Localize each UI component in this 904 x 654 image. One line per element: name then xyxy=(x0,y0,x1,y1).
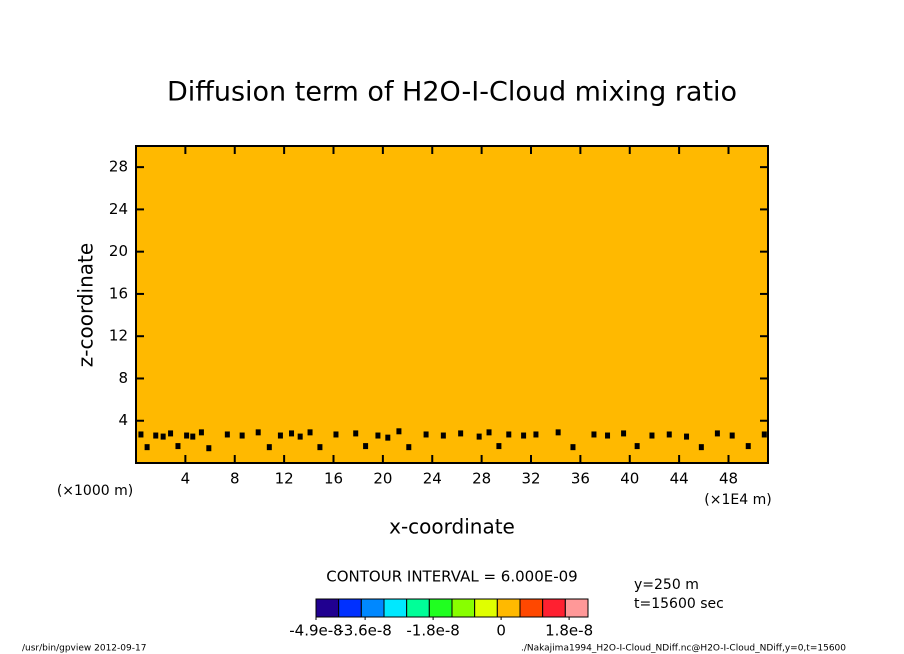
colorbar-tick-label: -1.8e-8 xyxy=(406,622,459,640)
colorbar-box xyxy=(428,598,453,618)
contour-mark xyxy=(255,429,261,436)
x-tick-label: 24 xyxy=(423,470,442,488)
contour-mark xyxy=(224,431,230,438)
contour-mark xyxy=(396,428,402,435)
y-tick-label: 24 xyxy=(109,200,128,218)
contour-mark xyxy=(198,429,204,436)
contour-mark xyxy=(297,433,303,440)
contour-mark xyxy=(458,430,464,437)
colorbar-box xyxy=(474,598,498,618)
contour-mark xyxy=(385,434,391,441)
contour-mark xyxy=(317,444,323,451)
x-tick-label: 44 xyxy=(670,470,689,488)
contour-mark xyxy=(521,432,527,439)
plot-frame xyxy=(135,145,769,464)
contour-mark xyxy=(555,429,561,436)
contour-mark xyxy=(570,444,576,451)
contour-mark xyxy=(333,431,339,438)
contour-interval: CONTOUR INTERVAL = 6.000E-09 xyxy=(326,568,577,586)
footer-left: /usr/bin/gpview 2012-09-17 xyxy=(22,644,146,654)
contour-mark xyxy=(153,432,159,439)
y-tick-label: 28 xyxy=(109,158,128,176)
colorbar-tick-label: -3.6e-8 xyxy=(338,622,391,640)
colorbar-tick-label: 0 xyxy=(496,622,506,640)
footer-right: ./Nakajima1994_H2O-I-Cloud_NDiff.nc@H2O-… xyxy=(521,644,846,654)
x-tick-label: 36 xyxy=(571,470,590,488)
contour-mark xyxy=(184,432,190,439)
contour-mark xyxy=(496,443,502,450)
contour-mark xyxy=(621,430,627,437)
x-axis-label: x-coordinate xyxy=(389,515,515,539)
colorbar-box xyxy=(496,598,521,618)
colorbar-box xyxy=(360,598,385,618)
contour-mark xyxy=(684,433,690,440)
contour-mark xyxy=(591,431,597,438)
colorbar-box xyxy=(542,598,566,618)
contour-mark xyxy=(423,431,429,438)
contour-mark xyxy=(375,432,381,439)
contour-mark xyxy=(476,433,482,440)
contour-mark xyxy=(605,432,611,439)
x-tick-label: 4 xyxy=(181,470,191,488)
contour-mark xyxy=(363,443,369,450)
contour-mark xyxy=(168,430,174,437)
y-tick-label: 20 xyxy=(109,242,128,260)
contour-mark xyxy=(144,444,150,451)
contour-mark xyxy=(175,443,181,450)
contour-mark xyxy=(406,444,412,451)
x-tick-label: 32 xyxy=(521,470,540,488)
contour-mark xyxy=(533,431,539,438)
x-tick-label: 48 xyxy=(719,470,738,488)
colorbar-box xyxy=(406,598,430,618)
x-tick-label: 28 xyxy=(472,470,491,488)
contour-mark xyxy=(239,432,245,439)
colorbar-box xyxy=(564,598,589,618)
contour-mark xyxy=(714,430,720,437)
colorbar-box xyxy=(519,598,544,618)
annotation: t=15600 sec xyxy=(634,596,724,612)
y-tick-label: 16 xyxy=(109,284,128,302)
y-tick-label: 8 xyxy=(118,369,128,387)
contour-mark xyxy=(440,432,446,439)
contour-mark xyxy=(160,433,166,440)
contour-mark xyxy=(698,444,704,451)
contour-mark xyxy=(307,429,313,436)
contour-mark xyxy=(190,433,196,440)
contour-mark xyxy=(353,430,359,437)
colorbar-tick-label: -4.9e-8 xyxy=(289,622,342,640)
contour-mark xyxy=(277,432,283,439)
contour-mark xyxy=(729,432,735,439)
annotation: y=250 m xyxy=(634,577,699,593)
colorbar-box xyxy=(383,598,408,618)
contour-mark xyxy=(206,445,212,452)
field xyxy=(136,146,768,463)
contour-mark xyxy=(761,431,767,438)
contour-mark xyxy=(289,430,295,437)
colorbar-box xyxy=(315,598,340,618)
colorbar-box xyxy=(338,598,362,618)
y-tick-label: 12 xyxy=(109,327,128,345)
contour-mark xyxy=(666,431,672,438)
contour-mark xyxy=(649,432,655,439)
contour-mark xyxy=(745,443,751,450)
contour-mark xyxy=(266,444,272,451)
x-tick-label: 20 xyxy=(373,470,392,488)
y-unit: (×1000 m) xyxy=(57,483,133,499)
x-unit: (×1E4 m) xyxy=(704,492,771,508)
chart-title: Diffusion term of H2O-I-Cloud mixing rat… xyxy=(167,77,737,108)
y-axis-label: z-coordinate xyxy=(74,243,98,367)
x-tick-label: 12 xyxy=(275,470,294,488)
y-tick-label: 4 xyxy=(118,411,128,429)
contour-mark xyxy=(138,431,144,438)
contour-mark xyxy=(486,429,492,436)
x-tick-label: 8 xyxy=(230,470,240,488)
contour-mark xyxy=(634,443,640,450)
contour-mark xyxy=(506,431,512,438)
x-tick-label: 40 xyxy=(620,470,639,488)
x-tick-label: 16 xyxy=(324,470,343,488)
colorbar-box xyxy=(451,598,476,618)
colorbar-tick-label: 1.8e-8 xyxy=(545,622,593,640)
